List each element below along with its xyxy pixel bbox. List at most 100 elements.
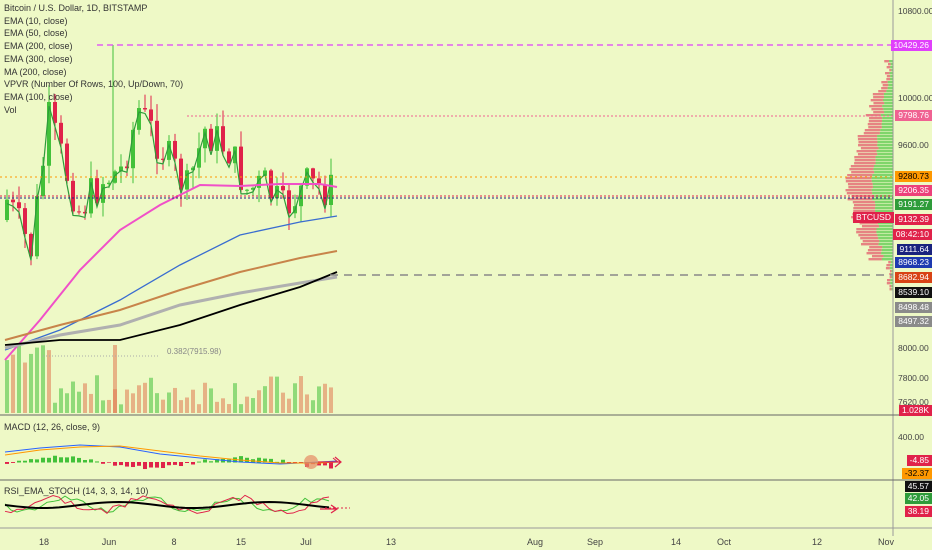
macd-hist-bar — [23, 460, 27, 463]
price-tag: 8498.48 — [895, 302, 932, 313]
vpvr-bar — [874, 165, 893, 168]
indicator-vol[interactable]: Vol — [4, 104, 17, 115]
candle-body — [185, 170, 189, 190]
macd-hist-bar — [203, 459, 207, 463]
vpvr-bar — [889, 69, 892, 72]
candle-body — [203, 128, 207, 149]
vpvr-bar — [857, 135, 878, 138]
chart-legend: Bitcoin / U.S. Dollar, 1D, BITSTAMP EMA … — [4, 2, 183, 116]
indicator-ma200[interactable]: MA (200, close) — [4, 66, 67, 77]
macd-title[interactable]: MACD (12, 26, close, 9) — [4, 422, 101, 432]
vpvr-bar — [877, 135, 893, 138]
vpvr-bar — [877, 138, 893, 141]
volume-bar — [323, 383, 327, 413]
vpvr-bar — [882, 246, 893, 249]
vpvr-bar — [860, 147, 879, 150]
vpvr-bar — [872, 198, 893, 201]
macd-hist-bar — [17, 460, 21, 463]
macd-hist-bar — [155, 462, 159, 468]
volume-bar — [215, 401, 219, 413]
time-axis-label: Jul — [300, 537, 312, 547]
vpvr-bar — [854, 159, 876, 162]
volume-bar — [275, 376, 279, 413]
vpvr-bar — [881, 87, 888, 90]
price-tag: 9798.76 — [895, 110, 932, 121]
candle-body — [65, 143, 69, 181]
vpvr-bar — [845, 180, 872, 183]
volume-bar — [257, 390, 261, 413]
vpvr-bar — [856, 231, 877, 234]
volume-bar — [317, 386, 321, 413]
vpvr-bar — [850, 165, 875, 168]
vpvr-bar — [887, 81, 893, 84]
macd-axis-label: 400.00 — [898, 432, 924, 442]
indicator-ema10[interactable]: EMA (10, close) — [4, 15, 68, 26]
vpvr-bar — [847, 183, 873, 186]
macd-hist-bar — [185, 462, 189, 463]
volume-bar — [71, 381, 75, 413]
vpvr-bar — [866, 252, 882, 255]
vpvr-bar — [874, 201, 893, 204]
vpvr-bar — [878, 243, 893, 246]
ma200-line — [4, 250, 338, 341]
vpvr-bar — [876, 150, 893, 153]
vpvr-bar — [891, 276, 893, 279]
indicator-ema50[interactable]: EMA (50, close) — [4, 28, 68, 39]
stoch-d-line — [4, 494, 330, 515]
candle-body — [191, 167, 195, 171]
volume-bar — [185, 397, 189, 413]
indicator-vpvr[interactable]: VPVR (Number Of Rows, 100, Up/Down, 70) — [4, 79, 184, 90]
vpvr-bar — [889, 276, 892, 279]
indicator-ema200[interactable]: EMA (200, close) — [4, 41, 73, 52]
ema300-line — [4, 275, 338, 350]
price-tag: 9132.39 — [895, 214, 932, 225]
vpvr-bar — [868, 258, 882, 261]
macd-tag: -32.37 — [901, 468, 932, 479]
chart-axes — [0, 0, 932, 536]
candle-body — [287, 190, 291, 214]
volume-bar — [239, 404, 243, 413]
volume-bar — [287, 398, 291, 413]
macd-highlight — [304, 455, 318, 469]
vpvr-bar — [889, 270, 892, 273]
volume-bar — [107, 399, 111, 413]
symbol-title[interactable]: Bitcoin / U.S. Dollar, 1D, BITSTAMP — [4, 3, 148, 13]
vpvr-bar — [890, 66, 893, 69]
rsi-title[interactable]: RSI_EMA_STOCH (14, 3, 3, 14, 10) — [4, 486, 149, 496]
candle-body — [23, 208, 27, 234]
candle-body — [17, 202, 21, 209]
indicator-ema100[interactable]: EMA (100, close) — [4, 91, 73, 102]
volume-bar — [17, 345, 21, 413]
time-axis-label: Oct — [716, 537, 732, 547]
vpvr-bar — [890, 279, 893, 282]
vpvr-bar — [869, 246, 883, 249]
vpvr-bar — [867, 123, 882, 126]
volume-bar — [269, 376, 273, 413]
vpvr-bar — [882, 99, 893, 102]
macd-hist-bar — [53, 455, 57, 463]
vpvr-bar — [881, 252, 893, 255]
volume-bars — [5, 345, 333, 413]
volume-bar — [245, 396, 249, 413]
vpvr-bar — [845, 177, 872, 180]
candle-body — [215, 126, 219, 151]
horizontal-levels — [0, 44, 893, 357]
vpvr-bar — [887, 63, 891, 66]
vpvr-bar — [883, 255, 893, 258]
macd-hist-bar — [173, 462, 177, 465]
vpvr-bar — [847, 174, 873, 177]
indicator-ema300[interactable]: EMA (300, close) — [4, 53, 73, 64]
fib-level-label: 0.382(7915.98) — [167, 347, 222, 356]
macd-signal-line — [4, 445, 338, 464]
vpvr-bar — [884, 60, 890, 63]
macd-hist-bar — [11, 462, 15, 463]
candle-body — [29, 233, 33, 257]
vpvr-bar — [876, 231, 893, 234]
macd-hist-bar — [275, 461, 279, 463]
vpvr-bar — [890, 261, 893, 264]
price-tag: BTCUSD — [853, 212, 894, 223]
macd-hist-bar — [293, 462, 297, 463]
vpvr-bar — [884, 102, 893, 105]
macd-hist-bar — [89, 459, 93, 463]
